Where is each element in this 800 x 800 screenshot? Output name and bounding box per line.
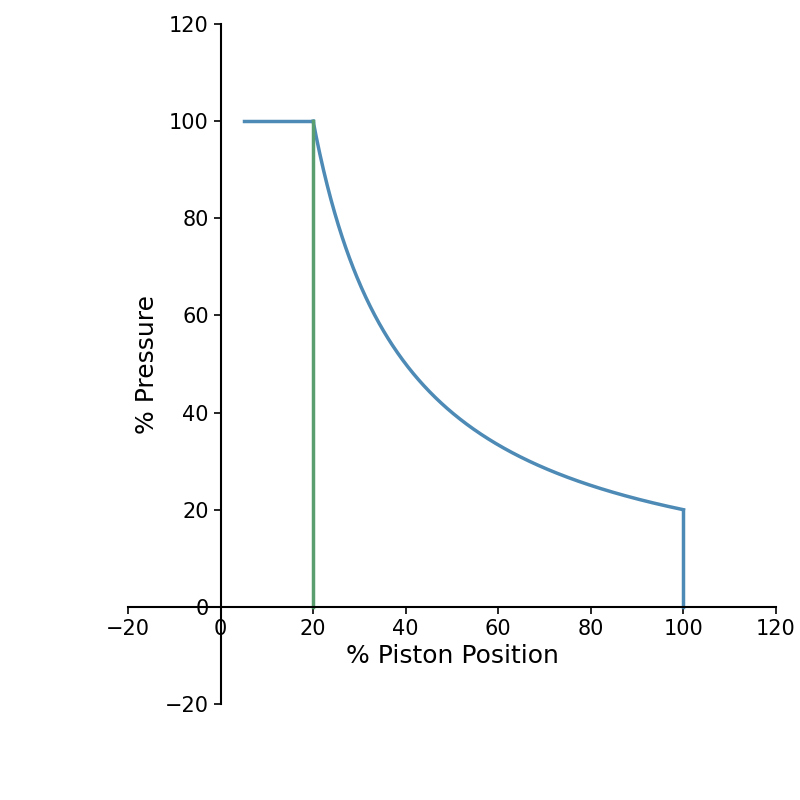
- X-axis label: % Piston Position: % Piston Position: [346, 644, 558, 668]
- Y-axis label: % Pressure: % Pressure: [135, 294, 159, 434]
